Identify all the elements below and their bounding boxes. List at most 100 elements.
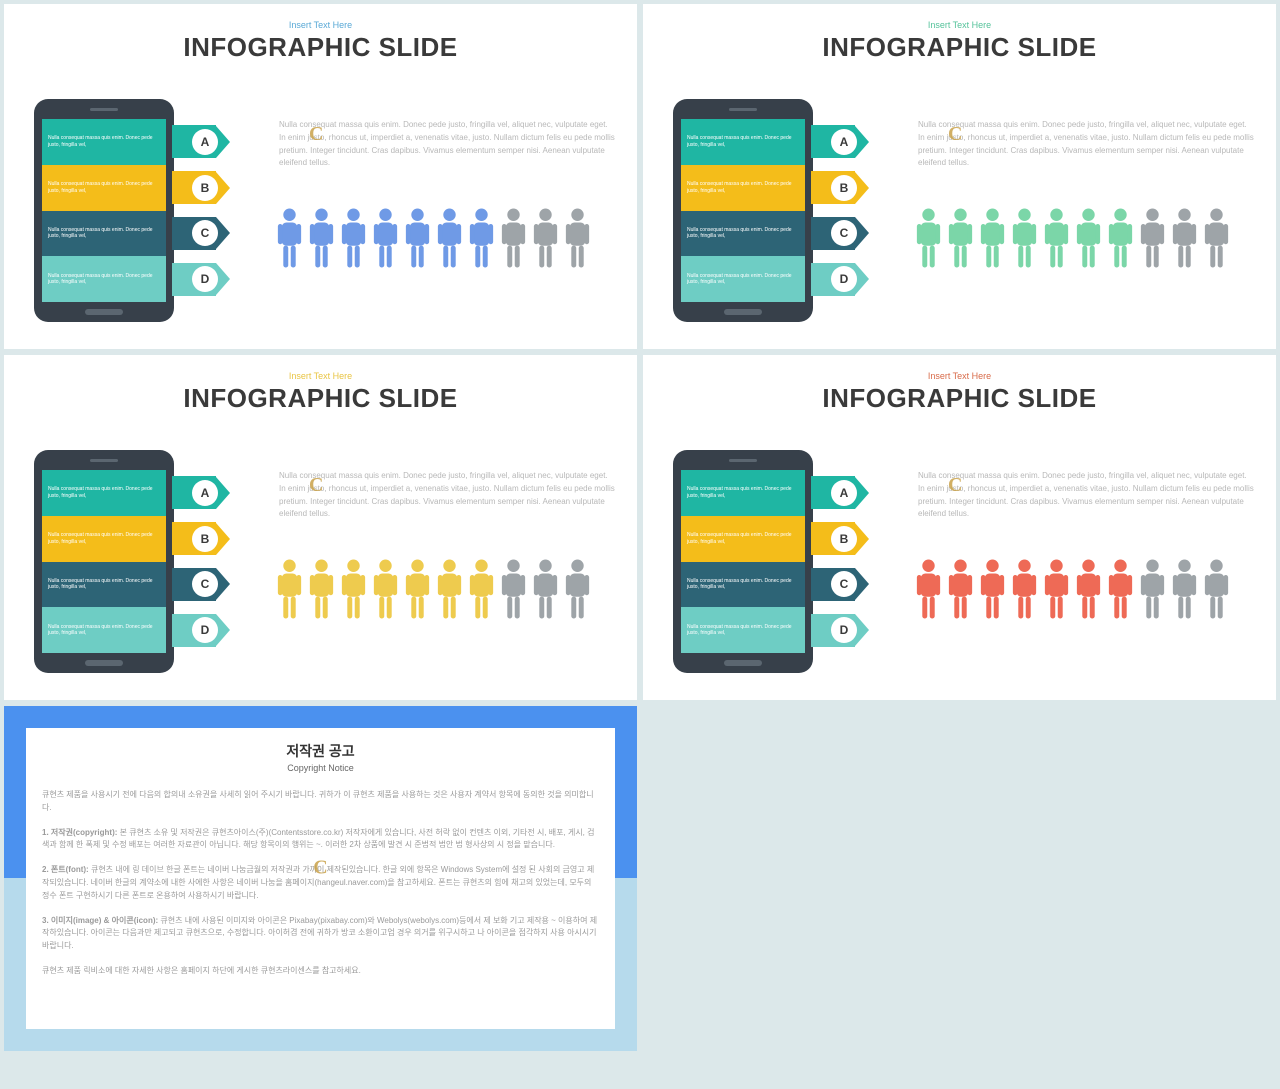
phone-screen: Nulla consequat massa quis enim. Donec p… bbox=[42, 119, 166, 302]
phone-screen: Nulla consequat massa quis enim. Donec p… bbox=[42, 470, 166, 653]
person-icon bbox=[1009, 207, 1040, 269]
slide-title: INFOGRAPHIC SLIDE bbox=[26, 32, 615, 63]
person-icon bbox=[562, 207, 593, 269]
person-icon bbox=[1137, 558, 1168, 620]
person-icon bbox=[434, 558, 465, 620]
person-icon bbox=[306, 207, 337, 269]
person-icon bbox=[434, 207, 465, 269]
slide-title: INFOGRAPHIC SLIDE bbox=[26, 383, 615, 414]
phone-row: Nulla consequat massa quis enim. Donec p… bbox=[681, 607, 805, 653]
person-icon bbox=[466, 207, 497, 269]
phone-screen: Nulla consequat massa quis enim. Donec p… bbox=[681, 470, 805, 653]
letter-badge: A bbox=[831, 129, 857, 155]
slide-content: Nulla consequat massa quis enim. Donec p… bbox=[34, 99, 615, 331]
phone-speaker bbox=[729, 108, 757, 111]
phone-icon: Nulla consequat massa quis enim. Donec p… bbox=[673, 99, 813, 322]
letter-badge: D bbox=[831, 617, 857, 643]
person-icon bbox=[402, 558, 433, 620]
slide-title: INFOGRAPHIC SLIDE bbox=[665, 383, 1254, 414]
letter-badge: D bbox=[192, 266, 218, 292]
phone-row: Nulla consequat massa quis enim. Donec p… bbox=[681, 165, 805, 211]
copyright-slide: 저작권 공고 Copyright Notice 큐현츠 제품을 사용시기 전에 … bbox=[4, 706, 637, 1051]
watermark: C bbox=[313, 856, 327, 879]
person-icon bbox=[338, 207, 369, 269]
phone-row: Nulla consequat massa quis enim. Donec p… bbox=[42, 516, 166, 562]
copyright-p2: 1. 저작권(copyright): 본 큐현츠 소유 및 저작권은 큐현츠아이… bbox=[42, 827, 599, 853]
phone-home bbox=[85, 660, 123, 666]
person-icon bbox=[1201, 207, 1232, 269]
person-icon bbox=[530, 207, 561, 269]
slide-title: INFOGRAPHIC SLIDE bbox=[665, 32, 1254, 63]
letter-badge: B bbox=[831, 175, 857, 201]
phone-home bbox=[724, 660, 762, 666]
slide-3: Insert Text Here INFOGRAPHIC SLIDE Nulla… bbox=[4, 355, 637, 700]
slide-subtitle: Insert Text Here bbox=[26, 20, 615, 30]
phone-row: Nulla consequat massa quis enim. Donec p… bbox=[42, 607, 166, 653]
person-icon bbox=[498, 207, 529, 269]
letter-badge: B bbox=[192, 175, 218, 201]
person-icon bbox=[945, 207, 976, 269]
person-icon bbox=[1105, 207, 1136, 269]
copyright-subtitle: Copyright Notice bbox=[42, 763, 599, 773]
copyright-p5: 큐현츠 제품 릭비소에 대한 자세한 사항은 홈페이지 하단에 게시한 큐현츠라… bbox=[42, 965, 599, 978]
slide-1: Insert Text Here INFOGRAPHIC SLIDE Nulla… bbox=[4, 4, 637, 349]
person-icon bbox=[530, 558, 561, 620]
phone-home bbox=[85, 309, 123, 315]
people-row-1 bbox=[274, 207, 593, 269]
body-text: Nulla consequat massa quis enim. Donec p… bbox=[279, 119, 615, 170]
person-icon bbox=[977, 558, 1008, 620]
person-icon bbox=[562, 558, 593, 620]
letter-badge: B bbox=[192, 526, 218, 552]
slide-subtitle: Insert Text Here bbox=[665, 20, 1254, 30]
phone-row: Nulla consequat massa quis enim. Donec p… bbox=[681, 211, 805, 257]
person-icon bbox=[274, 207, 305, 269]
person-icon bbox=[306, 558, 337, 620]
letter-badge: A bbox=[192, 480, 218, 506]
slide-subtitle: Insert Text Here bbox=[26, 371, 615, 381]
person-icon bbox=[1009, 558, 1040, 620]
phone-row: Nulla consequat massa quis enim. Donec p… bbox=[42, 470, 166, 516]
phone-row: Nulla consequat massa quis enim. Donec p… bbox=[42, 211, 166, 257]
person-icon bbox=[1073, 558, 1104, 620]
person-icon bbox=[1041, 207, 1072, 269]
phone-row: Nulla consequat massa quis enim. Donec p… bbox=[681, 256, 805, 302]
phone-row: Nulla consequat massa quis enim. Donec p… bbox=[42, 165, 166, 211]
body-text: Nulla consequat massa quis enim. Donec p… bbox=[279, 470, 615, 521]
phone-icon: Nulla consequat massa quis enim. Donec p… bbox=[34, 99, 174, 322]
person-icon bbox=[913, 207, 944, 269]
body-text: Nulla consequat massa quis enim. Donec p… bbox=[918, 470, 1254, 521]
letter-badge: D bbox=[192, 617, 218, 643]
slide-grid: Insert Text Here INFOGRAPHIC SLIDE Nulla… bbox=[4, 4, 1276, 1051]
slide-content: Nulla consequat massa quis enim. Donec p… bbox=[34, 450, 615, 682]
people-row-4 bbox=[913, 558, 1232, 620]
person-icon bbox=[1073, 207, 1104, 269]
person-icon bbox=[945, 558, 976, 620]
copyright-title: 저작권 공고 bbox=[42, 741, 599, 761]
people-row-3 bbox=[274, 558, 593, 620]
person-icon bbox=[402, 207, 433, 269]
body-text: Nulla consequat massa quis enim. Donec p… bbox=[918, 119, 1254, 170]
person-icon bbox=[1169, 207, 1200, 269]
phone-icon: Nulla consequat massa quis enim. Donec p… bbox=[34, 450, 174, 673]
copyright-p1: 큐현츠 제품을 사용시기 전에 다음의 합의내 소유권을 사세히 읽어 주시기 … bbox=[42, 789, 599, 815]
slide-content: Nulla consequat massa quis enim. Donec p… bbox=[673, 450, 1254, 682]
phone-row: Nulla consequat massa quis enim. Donec p… bbox=[42, 562, 166, 608]
letter-badge: B bbox=[831, 526, 857, 552]
person-icon bbox=[1137, 207, 1168, 269]
slide-content: Nulla consequat massa quis enim. Donec p… bbox=[673, 99, 1254, 331]
letter-badge: A bbox=[831, 480, 857, 506]
phone-screen: Nulla consequat massa quis enim. Donec p… bbox=[681, 119, 805, 302]
person-icon bbox=[498, 558, 529, 620]
person-icon bbox=[338, 558, 369, 620]
person-icon bbox=[370, 207, 401, 269]
person-icon bbox=[913, 558, 944, 620]
person-icon bbox=[977, 207, 1008, 269]
slide-4: Insert Text Here INFOGRAPHIC SLIDE Nulla… bbox=[643, 355, 1276, 700]
phone-row: Nulla consequat massa quis enim. Donec p… bbox=[681, 516, 805, 562]
copyright-p4: 3. 이미지(image) & 아이콘(icon): 큐현츠 내에 사용된 이미… bbox=[42, 915, 599, 953]
person-icon bbox=[466, 558, 497, 620]
phone-row: Nulla consequat massa quis enim. Donec p… bbox=[42, 119, 166, 165]
person-icon bbox=[1169, 558, 1200, 620]
slide-subtitle: Insert Text Here bbox=[665, 371, 1254, 381]
phone-speaker bbox=[90, 108, 118, 111]
